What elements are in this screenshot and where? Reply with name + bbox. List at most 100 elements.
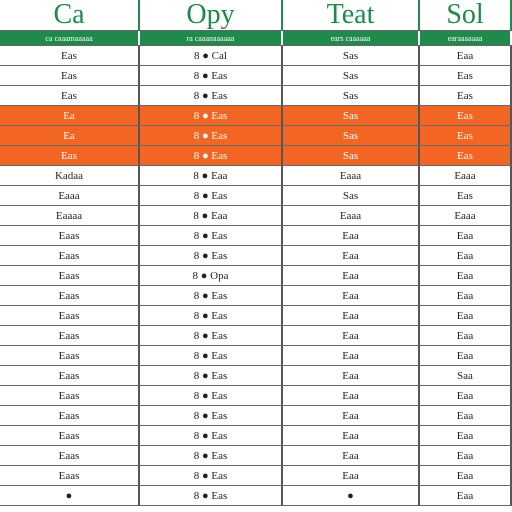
cell: Eaaa — [420, 166, 512, 185]
table-row: Eaas 8 ● Eas Eaa Eaa — [0, 466, 512, 486]
table-row: Ea 8 ● Eas Sas Eas — [0, 126, 512, 146]
cell: Eaa — [420, 266, 512, 285]
cell: Sas — [283, 106, 420, 125]
table-row: ● 8 ● Eas ● Eaa — [0, 486, 512, 506]
cell: 8 ● Eas — [140, 186, 283, 205]
cell: Eaa — [283, 326, 420, 345]
cell: Eaa — [420, 46, 512, 65]
cell: ears caaaaaa — [283, 31, 420, 45]
cell: Eaa — [283, 266, 420, 285]
table-row: Eaaaa 8 ● Eaa Eaaa Eaaa — [0, 206, 512, 226]
cell: Eaa — [420, 466, 512, 485]
header-subtitle-row: ca caaamaaaaa ra caaanaaaaaa ears caaaaaa e… — [0, 31, 512, 46]
table-row: Eaas 8 ● Eas Eaa Eaa — [0, 306, 512, 326]
cell: Eaa — [420, 386, 512, 405]
cell: Eas — [420, 186, 512, 205]
cell: Eaa — [420, 426, 512, 445]
cell: Eaas — [0, 446, 140, 465]
cell: Eaa — [420, 246, 512, 265]
cell: 8 ● Eas — [140, 426, 283, 445]
cell: Eaas — [0, 306, 140, 325]
cell: Eaa — [420, 226, 512, 245]
cell: Eas — [420, 146, 512, 165]
cell: Eaas — [0, 246, 140, 265]
cell: Eas — [0, 86, 140, 105]
table-row: Eaas 8 ● Eas Eaa Eaa — [0, 326, 512, 346]
cell: Eaa — [420, 446, 512, 465]
cell: Eaaa — [283, 166, 420, 185]
table-row: Ea 8 ● Eas Sas Eas — [0, 106, 512, 126]
cell: Kadaa — [0, 166, 140, 185]
cell: Teat — [283, 0, 420, 30]
cell: Sas — [283, 146, 420, 165]
cell: Eaas — [0, 426, 140, 445]
cell: 8 ● Eas — [140, 106, 283, 125]
cell: Eaa — [283, 286, 420, 305]
cell: 8 ● Eas — [140, 366, 283, 385]
cell: Sas — [283, 46, 420, 65]
cell: earaaaaaaa — [420, 31, 512, 45]
table-row: Eaas 8 ● Eas Eaa Eaa — [0, 386, 512, 406]
cell: Eaa — [283, 466, 420, 485]
cell: Eaa — [420, 346, 512, 365]
cell: Eaa — [283, 226, 420, 245]
cell: Eaa — [283, 246, 420, 265]
cell: 8 ● Eaa — [140, 166, 283, 185]
cell: 8 ● Eas — [140, 146, 283, 165]
cell: ● — [283, 486, 420, 505]
cell: 8 ● Eas — [140, 446, 283, 465]
cell: Eas — [0, 146, 140, 165]
table-row: Eas 8 ● Eas Sas Eas — [0, 86, 512, 106]
cell: Eas — [420, 66, 512, 85]
header-title-row: Ca Opy Teat Sol — [0, 0, 512, 31]
cell: Eaas — [0, 346, 140, 365]
cell: 8 ● Eas — [140, 226, 283, 245]
table-row: Eaas 8 ● Eas Eaa Eaa — [0, 226, 512, 246]
cell: 8 ● Eas — [140, 386, 283, 405]
cell: Ea — [0, 126, 140, 145]
cell: ca caaamaaaaa — [0, 31, 140, 45]
table-row: Eaas 8 ● Opa Eaa Eaa — [0, 266, 512, 286]
cell: 8 ● Eas — [140, 286, 283, 305]
cell: Eaa — [283, 406, 420, 425]
cell: Eaa — [283, 386, 420, 405]
cell: 8 ● Eas — [140, 306, 283, 325]
table-row: Kadaa 8 ● Eaa Eaaa Eaaa — [0, 166, 512, 186]
cell: Eas — [420, 106, 512, 125]
cell: Eaaa — [0, 186, 140, 205]
cell: 8 ● Eas — [140, 486, 283, 505]
cell: Eaaaa — [0, 206, 140, 225]
cell: Eaa — [420, 326, 512, 345]
cell: Eaas — [0, 366, 140, 385]
cell: Eaa — [283, 426, 420, 445]
cell: Eaas — [0, 286, 140, 305]
cell: Eas — [420, 86, 512, 105]
cell: Sol — [420, 0, 512, 30]
cell: Eas — [0, 46, 140, 65]
table-row: Eaas 8 ● Eas Eaa Eaa — [0, 446, 512, 466]
cell: Ea — [0, 106, 140, 125]
cell: Eas — [420, 126, 512, 145]
cell: Eaa — [283, 346, 420, 365]
cell: Sas — [283, 86, 420, 105]
cell: Saa — [420, 366, 512, 385]
cell: Eaas — [0, 326, 140, 345]
cell: Ca — [0, 0, 140, 30]
cell: 8 ● Eas — [140, 126, 283, 145]
table-row: Eas 8 ● Cal Sas Eaa — [0, 46, 512, 66]
cell: Eaa — [283, 446, 420, 465]
cell: 8 ● Eas — [140, 246, 283, 265]
cell: Sas — [283, 126, 420, 145]
cell: 8 ● Eas — [140, 86, 283, 105]
table-row: Eaas 8 ● Eas Eaa Eaa — [0, 286, 512, 306]
cell: ● — [0, 486, 140, 505]
table-row: Eaas 8 ● Eas Eaa Eaa — [0, 346, 512, 366]
table-row: Eaas 8 ● Eas Eaa Eaa — [0, 426, 512, 446]
cell: Eaas — [0, 386, 140, 405]
cell: Eaaa — [420, 206, 512, 225]
cell: Eaa — [420, 486, 512, 505]
table-row: Eas 8 ● Eas Sas Eas — [0, 66, 512, 86]
cell: 8 ● Opa — [140, 266, 283, 285]
cell: 8 ● Eaa — [140, 206, 283, 225]
